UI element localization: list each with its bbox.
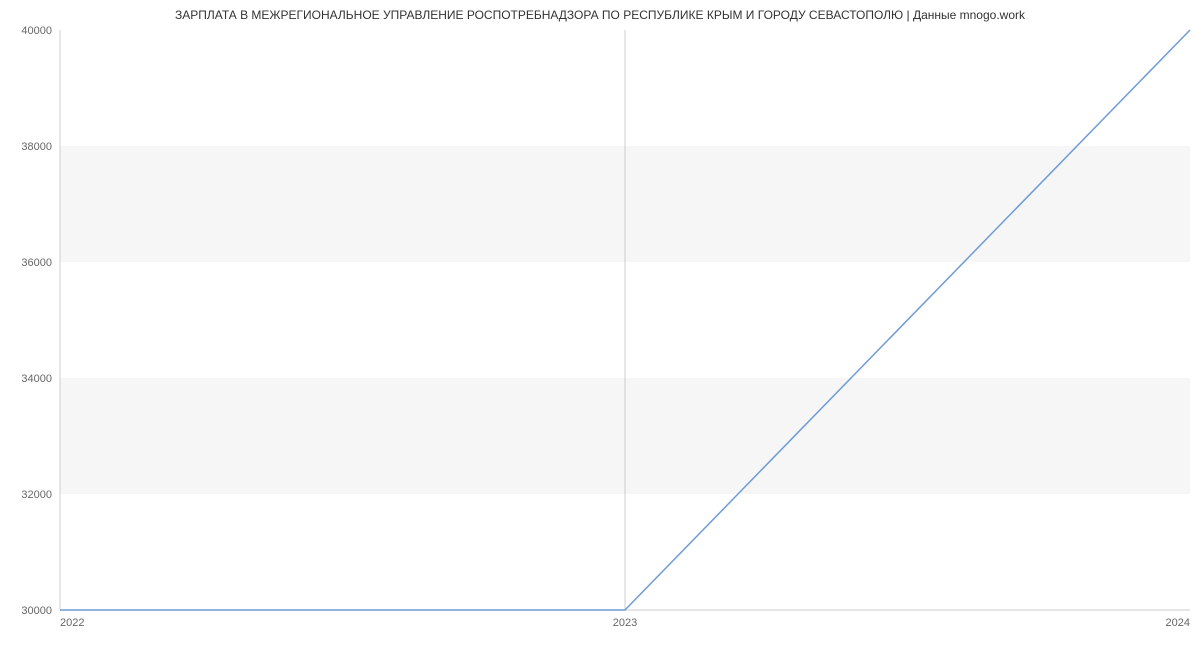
y-tick-label: 32000 [21, 489, 52, 501]
x-tick-label: 2023 [613, 617, 637, 629]
chart-svg: 30000 32000 34000 36000 38000 40000 2022 2023 2… [0, 0, 1200, 650]
salary-line-chart: ЗАРПЛАТА В МЕЖРЕГИОНАЛЬНОЕ УПРАВЛЕНИЕ РО… [0, 0, 1200, 650]
y-tick-label: 34000 [21, 373, 52, 385]
y-tick-label: 38000 [21, 141, 52, 153]
y-tick-label: 40000 [21, 25, 52, 37]
y-tick-label: 30000 [21, 605, 52, 617]
x-tick-label: 2024 [1166, 617, 1190, 629]
x-tick-label: 2022 [60, 617, 84, 629]
y-tick-label: 36000 [21, 257, 52, 269]
